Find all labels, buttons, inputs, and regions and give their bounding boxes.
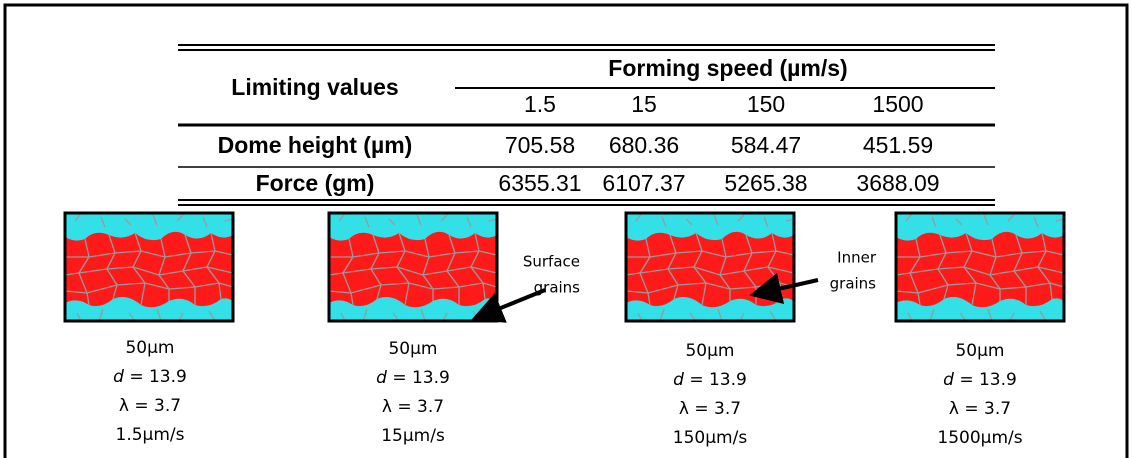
cell: 680.36: [609, 132, 679, 158]
annotation: grains: [830, 275, 877, 293]
symbol: d: [376, 368, 387, 388]
cell: 705.58: [505, 132, 575, 158]
speed: 1.5µm/s: [116, 425, 185, 445]
scale-label: 50µm: [955, 341, 1004, 361]
column-header: 150: [747, 91, 785, 117]
arrow: [749, 272, 819, 305]
lambda: λ = 3.7: [382, 397, 444, 417]
value: = 13.9: [954, 370, 1017, 390]
lambda: λ = 3.7: [679, 399, 741, 419]
annotation: grains: [534, 279, 581, 297]
speed: 15µm/s: [381, 426, 445, 446]
value: = 13.9: [124, 367, 187, 387]
column-header: 1.5: [524, 91, 556, 117]
row-label: Force (gm): [256, 170, 375, 196]
arrow: [471, 288, 546, 323]
grain-size: d = 13.9: [376, 368, 450, 388]
table-rules: [178, 44, 995, 206]
column-header: 1500: [872, 91, 923, 117]
grain-image: [327, 211, 499, 323]
scale-label: 50µm: [685, 341, 734, 361]
lambda: λ = 3.7: [119, 396, 181, 416]
symbol: d: [673, 370, 684, 390]
symbol: d: [113, 367, 124, 387]
grain-size: d = 13.9: [113, 367, 187, 387]
cell: 584.47: [731, 132, 801, 158]
row-label: Dome height (µm): [218, 132, 413, 158]
grain-size: d = 13.9: [943, 370, 1017, 390]
value: = 13.9: [387, 368, 450, 388]
grain-size: d = 13.9: [673, 370, 747, 390]
annotation: Surface: [523, 253, 580, 271]
cell: 451.59: [863, 132, 933, 158]
cell: 6355.31: [498, 170, 581, 196]
value: = 13.9: [684, 370, 747, 390]
scale-label: 50µm: [388, 339, 437, 359]
cell: 3688.09: [856, 170, 939, 196]
speed: 1500µm/s: [937, 428, 1022, 448]
row-header: Limiting values: [231, 74, 398, 100]
cell: 5265.38: [724, 170, 807, 196]
scale-label: 50µm: [125, 338, 174, 358]
annotation: Inner: [837, 249, 877, 267]
speed: 150µm/s: [673, 428, 748, 448]
lambda: λ = 3.7: [949, 399, 1011, 419]
frame: [3, 3, 1129, 458]
cell: 6107.37: [602, 170, 685, 196]
symbol: d: [943, 370, 954, 390]
group-header: Forming speed (µm/s): [608, 55, 847, 81]
grain-image: [63, 211, 235, 323]
grain-image: [894, 211, 1066, 323]
column-header: 15: [631, 91, 657, 117]
grain-image: [624, 211, 796, 323]
